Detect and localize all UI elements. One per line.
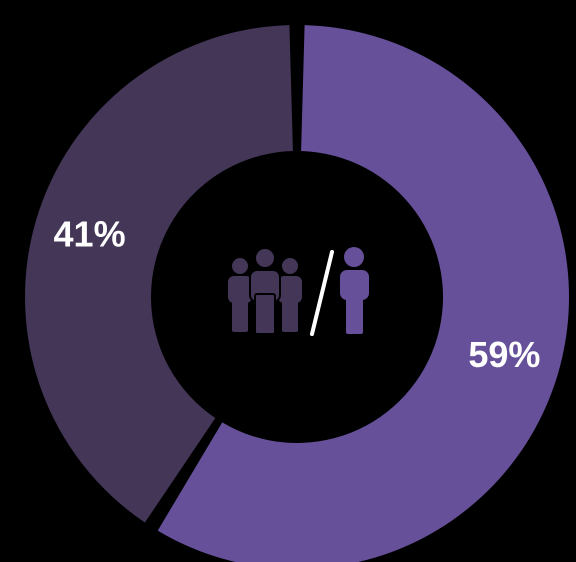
center-icon — [228, 247, 369, 334]
slash-separator — [312, 252, 332, 334]
slice-label-1: 59% — [468, 334, 540, 375]
slice-label-2: 41% — [54, 213, 126, 254]
group-of-people-icon — [228, 248, 302, 334]
single-person-icon — [340, 247, 369, 334]
